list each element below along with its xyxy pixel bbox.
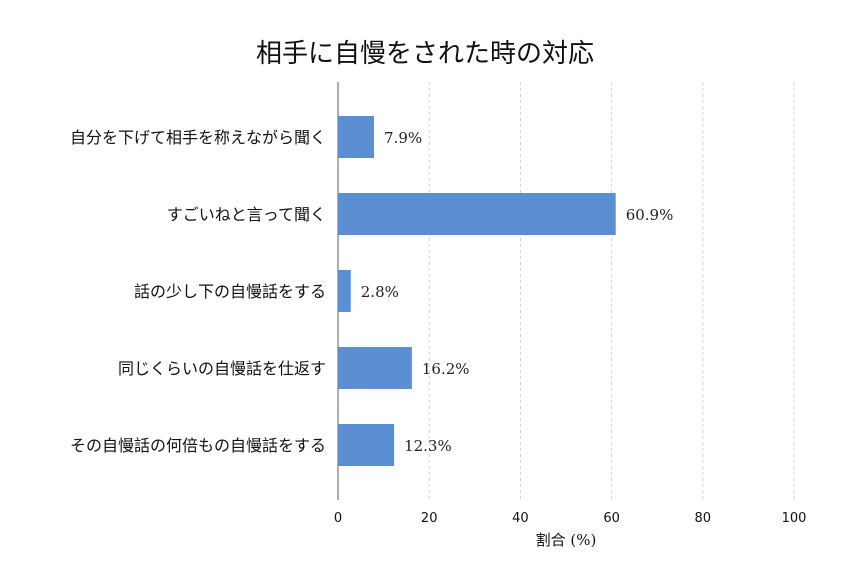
bars	[338, 116, 616, 466]
chart-title: 相手に自慢をされた時の対応	[256, 39, 594, 69]
bar	[338, 270, 351, 312]
bar	[338, 193, 616, 235]
category-labels: 自分を下げて相手を称えながら聞くすごいねと言って聞く話の少し下の自慢話をする同じ…	[70, 128, 326, 455]
category-label: すごいねと言って聞く	[167, 205, 326, 224]
category-label: 同じくらいの自慢話を仕返す	[118, 359, 326, 378]
category-label: 話の少し下の自慢話をする	[134, 282, 326, 301]
value-label: 7.9%	[384, 129, 422, 147]
x-axis-label: 割合 (%)	[536, 531, 597, 549]
value-label: 2.8%	[361, 283, 399, 301]
bar	[338, 116, 375, 158]
category-label: 自分を下げて相手を称えながら聞く	[70, 128, 326, 147]
x-tick-label: 80	[695, 511, 712, 526]
bar	[338, 424, 395, 466]
x-axis-ticks: 0 20 40 60 80 100	[334, 511, 807, 526]
x-tick-label: 0	[334, 511, 342, 526]
x-tick-label: 100	[782, 511, 807, 526]
x-tick-label: 60	[603, 511, 620, 526]
bar	[338, 347, 412, 389]
value-labels: 7.9% 60.9% 2.8% 16.2% 12.3%	[361, 129, 674, 455]
x-tick-label: 40	[512, 511, 529, 526]
category-label: その自慢話の何倍もの自慢話をする	[70, 436, 326, 455]
value-label: 12.3%	[404, 437, 452, 455]
value-label: 16.2%	[422, 360, 470, 378]
x-tick-label: 20	[421, 511, 438, 526]
value-label: 60.9%	[626, 206, 674, 224]
